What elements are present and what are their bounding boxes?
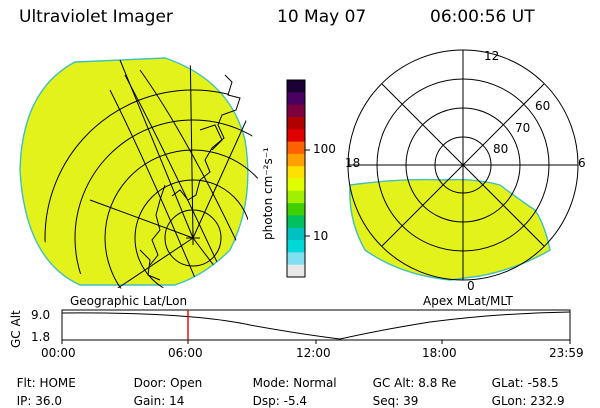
status-glon: GLon: 232.9: [484, 383, 565, 407]
status-value: -58.5: [527, 376, 559, 390]
status-key: Seq:: [372, 394, 400, 408]
status-flt: Flt: HOME: [9, 365, 76, 389]
instrument-title: Ultraviolet Imager: [19, 7, 173, 27]
status-key: GLat:: [491, 376, 524, 390]
status-value: 36.0: [35, 394, 63, 408]
mlt-label-top: 12: [484, 49, 500, 63]
altitude-xtick-3: 18:00: [422, 346, 457, 360]
status-ip: IP: 36.0: [9, 383, 62, 407]
status-mode: Mode: Normal: [245, 365, 337, 389]
colorbar-tick-10: 10: [313, 229, 329, 243]
lat-label-60: 60: [535, 99, 551, 113]
altitude-xtick-4: 23:59: [549, 346, 584, 360]
mlt-label-left: 18: [345, 156, 361, 170]
colorbar-tick-100: 100: [313, 142, 336, 156]
date-label: 10 May 07: [277, 7, 367, 27]
polar-aurora-oval: [349, 178, 551, 281]
station-marker: [186, 231, 200, 245]
colorbar-segment: [287, 166, 305, 179]
status-value: Open: [170, 376, 203, 390]
altitude-ytick-high: 9.0: [31, 308, 51, 322]
altitude-curve: [61, 311, 571, 340]
colorbar-segment: [287, 116, 305, 130]
mlt-label-right: 6: [578, 156, 586, 170]
colorbar-segment: [287, 190, 305, 204]
colorbar: [287, 80, 305, 278]
time-label: 06:00:56 UT: [430, 7, 535, 27]
colorbar-segment: [287, 153, 305, 167]
colorbar-segment: [287, 227, 305, 241]
status-key: Flt:: [16, 376, 36, 390]
colorbar-segment: [287, 215, 305, 229]
status-glat: GLat: -58.5: [484, 365, 559, 389]
colorbar-segment: [287, 178, 305, 192]
altitude-xtick-2: 12:00: [296, 346, 331, 360]
colorbar-segment: [287, 92, 305, 106]
colorbar-segment: [287, 203, 305, 216]
status-gain: Gain: 14: [126, 383, 185, 408]
status-key: GC Alt:: [372, 376, 415, 390]
status-seq: Seq: 39: [365, 383, 419, 408]
colorbar-segment: [287, 80, 305, 93]
colorbar-segment: [287, 264, 305, 278]
status-value: 232.9: [530, 394, 565, 408]
status-dsp: Dsp: -5.4: [245, 383, 307, 407]
status-key: Mode:: [252, 376, 290, 390]
lat-label-80: 80: [493, 142, 509, 156]
colorbar-segment: [287, 104, 305, 118]
status-key: Gain:: [133, 394, 166, 408]
status-door: Door: Open: [126, 365, 203, 390]
geo-panel-label: Geographic Lat/Lon: [70, 294, 188, 308]
colorbar-segment: [287, 141, 305, 155]
colorbar-segment: [287, 252, 305, 266]
status-value: 8.8 Re: [418, 376, 457, 390]
colorbar-unit-label: photon cm⁻²s⁻¹: [261, 147, 275, 240]
status-value: -5.4: [283, 394, 308, 408]
altitude-xtick-1: 06:00: [168, 346, 203, 360]
status-value: 39: [403, 394, 419, 408]
status-value: 14: [169, 394, 185, 408]
status-value: Normal: [293, 376, 337, 390]
status-key: GLon:: [491, 394, 527, 408]
status-value: HOME: [39, 376, 76, 390]
polar-panel-label: Apex MLat/MLT: [423, 294, 513, 308]
status-key: Door:: [133, 376, 167, 390]
status-gcalt: GC Alt: 8.8 Re: [365, 365, 457, 390]
altitude-xtick-0: 00:00: [41, 346, 76, 360]
colorbar-segment: [287, 240, 305, 253]
colorbar-segment: [287, 129, 305, 143]
altitude-ytick-low: 1.8: [31, 330, 51, 344]
mlt-label-bottom: 0: [467, 279, 475, 293]
altitude-ylabel: GC Alt: [9, 310, 23, 348]
lat-label-70: 70: [515, 121, 531, 135]
status-key: Dsp:: [252, 394, 280, 408]
status-key: IP:: [16, 394, 32, 408]
